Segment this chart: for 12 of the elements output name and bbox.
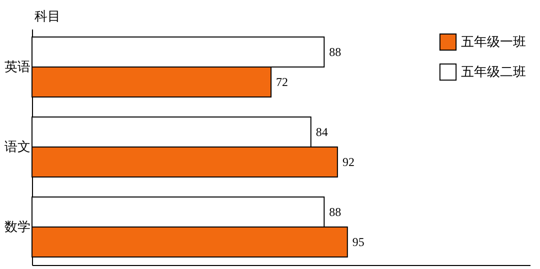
data-label: 88 — [329, 45, 342, 59]
data-label: 72 — [276, 75, 288, 89]
data-label: 88 — [329, 205, 342, 219]
data-label: 92 — [342, 155, 354, 169]
y-tick-label: 英语 — [4, 60, 30, 75]
data-label: 84 — [316, 125, 328, 139]
y-axis-title: 科目 — [34, 10, 60, 24]
y-tick-label: 语文 — [4, 140, 30, 155]
data-label: 95 — [352, 235, 364, 249]
legend-label: 五年级一班 — [461, 35, 526, 50]
legend-label: 五年级二班 — [461, 65, 526, 80]
y-tick-label: 数学 — [4, 220, 30, 235]
